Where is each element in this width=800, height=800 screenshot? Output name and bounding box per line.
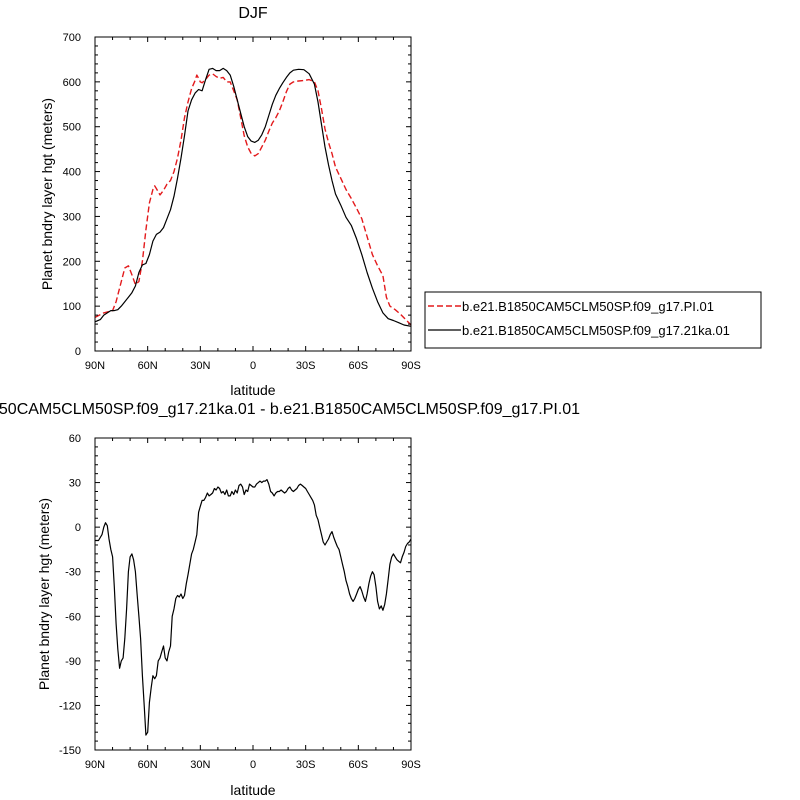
y-tick-label: 200: [63, 256, 81, 268]
y-tick-label: 700: [63, 32, 81, 44]
y-axis-title: Planet bndry layer hgt (meters): [36, 498, 52, 690]
x-tick-label: 60N: [138, 759, 158, 771]
y-tick-label: -150: [59, 745, 81, 757]
legend-box: [424, 291, 762, 349]
chart-difference: b.e21.B1850CAM5CLM50SP.f09_g17.21ka.01 -…: [0, 401, 580, 798]
series-line-1: [94, 67, 412, 327]
chart-mean-pblh: DJF Planet bndry layer hgt (meters) lati…: [39, 5, 762, 398]
x-tick-label: 30S: [296, 759, 316, 771]
x-tick-label: 0: [250, 360, 256, 372]
series-line-0: [95, 479, 412, 736]
y-tick-label: 600: [63, 77, 81, 89]
y-tick-label: 500: [63, 122, 81, 134]
x-tick-label: 90N: [85, 759, 105, 771]
x-axis-title: latitude: [230, 382, 275, 398]
y-axis-title: Planet bndry layer hgt (meters): [39, 98, 55, 290]
x-tick-label: 60N: [138, 360, 158, 372]
chart-title: DJF: [238, 5, 268, 22]
series-layer: [94, 67, 412, 327]
x-tick-label: 30N: [190, 759, 210, 771]
y-tick-label: 0: [75, 522, 81, 534]
plot-frame: [94, 437, 412, 751]
y-axis-label: Planet bndry layer hgt (meters): [36, 498, 52, 690]
legend: b.e21.B1850CAM5CLM50SP.f09_g17.PI.01 b.e…: [424, 291, 762, 349]
series-line-0: [94, 73, 412, 326]
x-tick-label: 90S: [401, 360, 421, 372]
y-tick-label: 300: [63, 211, 81, 223]
axes: 90N 60N 30N 0 30S 60S 90S 0 100 200 300 400 500 600 70…: [63, 32, 421, 372]
chart-title: b.e21.B1850CAM5CLM50SP.f09_g17.21ka.01 -…: [0, 401, 580, 418]
legend-label-21ka: b.e21.B1850CAM5CLM50SP.f09_g17.21ka.01: [462, 323, 730, 338]
y-tick-label: -60: [65, 611, 81, 623]
y-tick-label: 0: [75, 346, 81, 358]
y-axis-label: Planet bndry layer hgt (meters): [39, 98, 55, 290]
y-tick-label: 60: [69, 433, 81, 445]
x-tick-label: 30N: [190, 360, 210, 372]
y-tick-label: -90: [65, 656, 81, 668]
x-axis-title: latitude: [230, 782, 275, 798]
y-tick-label: -30: [65, 567, 81, 579]
y-tick-label: 30: [69, 478, 81, 490]
axes: 90N 60N 30N 0 30S 60S 90S -150 -120 -90 -60 -30 0 30 6…: [59, 433, 421, 771]
y-tick-label: 400: [63, 167, 81, 179]
x-tick-label: 60S: [349, 759, 369, 771]
x-tick-label: 60S: [349, 360, 369, 372]
x-tick-label: 30S: [296, 360, 316, 372]
y-tick-label: -120: [59, 700, 81, 712]
x-tick-label: 90N: [85, 360, 105, 372]
x-tick-label: 0: [250, 759, 256, 771]
legend-label-pi: b.e21.B1850CAM5CLM50SP.f09_g17.PI.01: [462, 299, 714, 314]
x-tick-label: 90S: [401, 759, 421, 771]
plot-frame: [94, 36, 412, 352]
series-layer: [95, 479, 412, 736]
y-tick-label: 100: [63, 301, 81, 313]
